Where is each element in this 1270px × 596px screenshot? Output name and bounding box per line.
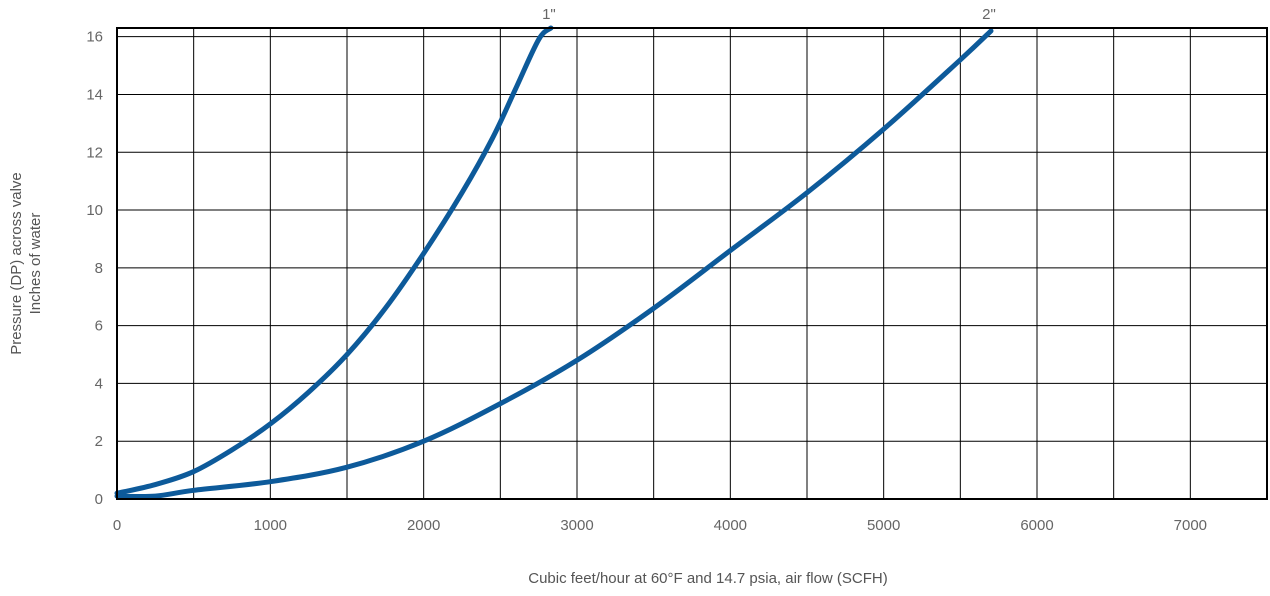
x-tick-label: 2000 [407, 517, 440, 534]
x-tick-label: 4000 [714, 517, 747, 534]
y-tick-label: 2 [95, 433, 103, 450]
y-axis-ticks: 0 2 4 6 8 10 12 14 16 [86, 29, 103, 508]
series-line-2 [114, 28, 994, 500]
y-tick-label: 0 [95, 491, 103, 508]
series-label-2: 2" [982, 6, 996, 23]
x-tick-label: 5000 [867, 517, 900, 534]
y-tick-label: 16 [86, 29, 103, 46]
y-tick-label: 8 [95, 260, 103, 277]
grid [117, 28, 1267, 499]
y-tick-label: 12 [86, 144, 103, 161]
x-tick-label: 6000 [1020, 517, 1053, 534]
x-axis-title: Cubic feet/hour at 60°F and 14.7 psia, a… [528, 570, 888, 587]
x-tick-label: 7000 [1174, 517, 1207, 534]
y-tick-label: 6 [95, 318, 103, 335]
y-axis-title-line1: Pressure (DP) across valve [8, 172, 25, 355]
series-label-1: 1" [542, 6, 556, 23]
y-tick-label: 4 [95, 375, 103, 392]
series-line-1 [114, 25, 554, 496]
series-group [114, 25, 994, 500]
x-axis-ticks: 0 1000 2000 3000 4000 5000 6000 7000 [113, 517, 1207, 534]
y-tick-label: 14 [86, 86, 103, 103]
x-tick-label: 3000 [560, 517, 593, 534]
x-tick-label: 0 [113, 517, 121, 534]
x-tick-label: 1000 [254, 517, 287, 534]
plot-frame [116, 27, 1268, 500]
y-axis-title-line2: Inches of water [27, 213, 44, 315]
y-tick-label: 10 [86, 202, 103, 219]
series-labels: 1" 2" [542, 6, 996, 23]
